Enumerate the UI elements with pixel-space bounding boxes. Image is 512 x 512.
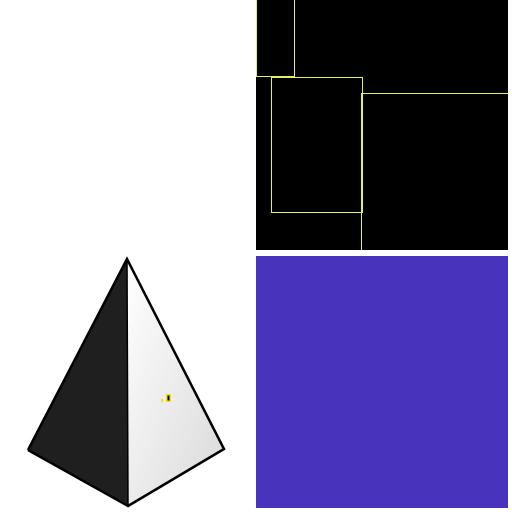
outline-rectangles-panel: [256, 0, 508, 250]
outline-rect-middle: [271, 77, 363, 213]
marker-tick: [161, 399, 163, 402]
pyramid-center-edge: [126, 258, 129, 507]
outline-rect-small: [256, 0, 295, 77]
pyramid-light-face: [127, 259, 224, 506]
blank-panel: [0, 0, 254, 254]
color-swatch: [256, 256, 508, 508]
pyramid-panel: [0, 256, 254, 512]
pyramid-dark-face: [28, 259, 128, 506]
marker-core: [167, 395, 170, 401]
outline-rect-large: [361, 93, 508, 250]
pyramid-icon: [26, 256, 226, 508]
pyramid-edges: [26, 256, 226, 508]
